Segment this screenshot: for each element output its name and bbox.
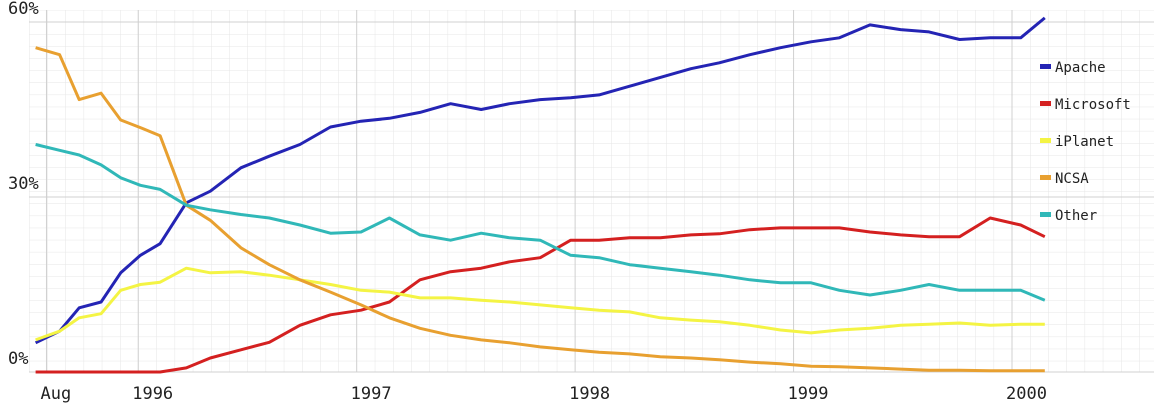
legend-swatch <box>1040 175 1051 180</box>
legend-swatch <box>1040 64 1051 69</box>
legend-label: NCSA <box>1055 171 1089 187</box>
legend-label: Apache <box>1055 60 1106 76</box>
legend-label: Other <box>1055 208 1097 224</box>
legend-label: iPlanet <box>1055 134 1114 150</box>
series-line <box>35 216 1046 374</box>
legend-swatch <box>1040 101 1051 106</box>
x-tick-label: 1999 <box>788 384 829 404</box>
x-tick-label: 1998 <box>569 384 610 404</box>
legend-swatch <box>1040 138 1051 143</box>
series-line <box>35 266 1045 342</box>
x-tick-label: 1997 <box>351 384 392 404</box>
series-line <box>34 16 1046 345</box>
y-tick-label: 0% <box>8 349 28 369</box>
x-tick-label: 2000 <box>1006 384 1047 404</box>
series-line <box>35 46 1045 373</box>
series-line <box>35 143 1046 302</box>
legend-swatch <box>1040 212 1051 217</box>
x-tick-label: 1996 <box>132 384 173 404</box>
legend-label: Microsoft <box>1055 97 1131 113</box>
minor-grid <box>29 10 1154 372</box>
x-tick-label: Aug <box>40 384 71 404</box>
y-tick-label: 60% <box>8 0 39 19</box>
y-tick-label: 30% <box>8 174 39 194</box>
